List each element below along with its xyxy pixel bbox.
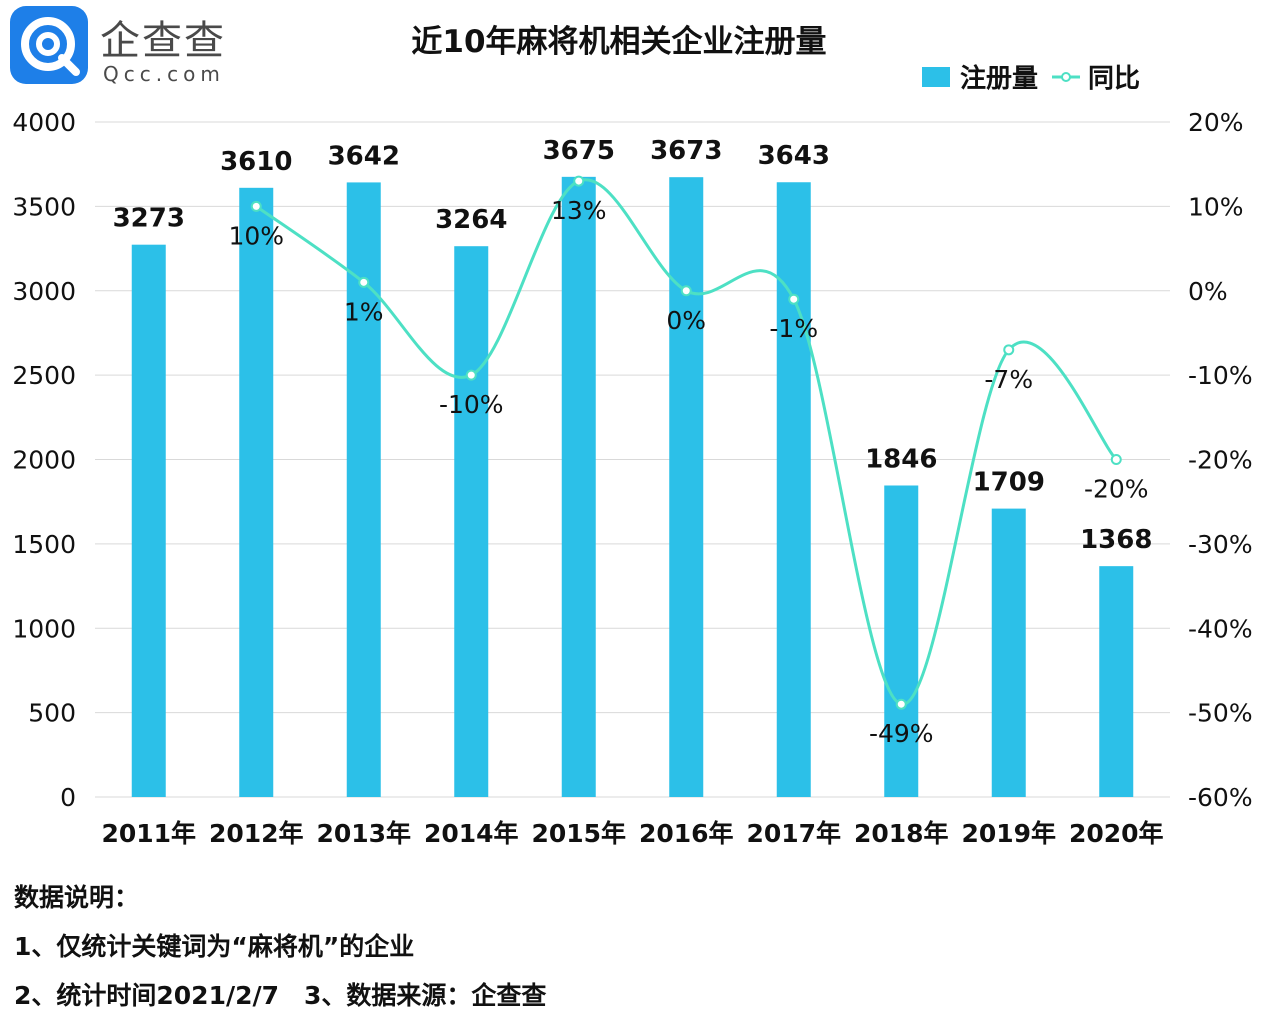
right-tick-label: -30% bbox=[1188, 530, 1253, 559]
yoy-point bbox=[250, 200, 262, 212]
bar-value-label: 1846 bbox=[865, 444, 937, 474]
legend: 注册量 同比 bbox=[922, 63, 1140, 94]
bar bbox=[561, 176, 596, 797]
left-tick-label: 2000 bbox=[12, 446, 76, 475]
right-tick-label: 20% bbox=[1188, 108, 1244, 137]
bar bbox=[239, 187, 274, 797]
notes-line-1: 1、仅统计关键词为“麻将机”的企业 bbox=[14, 932, 415, 961]
bar-value-label: 1368 bbox=[1080, 525, 1152, 555]
left-tick-label: 4000 bbox=[12, 108, 76, 137]
chart: 0 500 1000 1500 2000 2500 3000 3500 4000 -60% -50… bbox=[12, 63, 1253, 848]
bar-value-label: 3273 bbox=[113, 204, 185, 234]
x-tick-label: 2017年 bbox=[746, 819, 841, 848]
x-tick-label: 2012年 bbox=[209, 819, 304, 848]
right-tick-label: -10% bbox=[1188, 361, 1253, 390]
legend-line-marker bbox=[1061, 72, 1071, 82]
x-tick-label: 2018年 bbox=[854, 819, 949, 848]
yoy-value-label: -10% bbox=[439, 390, 504, 419]
left-tick-label: 0 bbox=[60, 783, 76, 812]
x-tick-label: 2020年 bbox=[1069, 819, 1164, 848]
line-series bbox=[250, 175, 1122, 710]
x-axis: 2011年 2012年 2013年 2014年 2015年 2016年 2017年 2018年… bbox=[101, 819, 1163, 848]
x-tick-label: 2014年 bbox=[424, 819, 519, 848]
bar-value-label: 3643 bbox=[758, 141, 830, 171]
right-tick-label: -20% bbox=[1188, 446, 1253, 475]
right-tick-label: 0% bbox=[1188, 277, 1228, 306]
bar-data-labels: 3273 3610 3642 3264 3675 3673 3643 1846 1709 1368 bbox=[113, 136, 1153, 555]
notes-line-2: 2、统计时间2021/2/7 3、数据来源：企查查 bbox=[14, 981, 547, 1010]
bar bbox=[131, 244, 166, 797]
right-tick-label: -40% bbox=[1188, 614, 1253, 643]
yoy-value-label: -1% bbox=[769, 314, 818, 343]
yoy-point bbox=[1003, 344, 1015, 356]
line-data-labels: 10% 1% -10% 13% 0% -1% -49% -7% -20% bbox=[228, 196, 1148, 748]
right-tick-label: 10% bbox=[1188, 192, 1244, 221]
yoy-value-label: -20% bbox=[1084, 475, 1149, 504]
bar-value-label: 1709 bbox=[973, 468, 1045, 498]
x-tick-label: 2011年 bbox=[101, 819, 196, 848]
left-tick-label: 2500 bbox=[12, 361, 76, 390]
x-tick-label: 2019年 bbox=[961, 819, 1056, 848]
yoy-value-label: 10% bbox=[228, 221, 284, 250]
bar-value-label: 3642 bbox=[328, 141, 400, 171]
chart-title: 近10年麻将机相关企业注册量 bbox=[411, 24, 827, 60]
bar-value-label: 3673 bbox=[650, 136, 722, 166]
yoy-point bbox=[573, 175, 585, 187]
logo-name: 企查查 bbox=[100, 18, 226, 64]
left-tick-label: 3000 bbox=[12, 277, 76, 306]
yoy-value-label: -7% bbox=[984, 365, 1033, 394]
bar bbox=[776, 182, 811, 797]
bar-value-label: 3610 bbox=[220, 147, 292, 177]
yoy-value-label: -49% bbox=[869, 719, 934, 748]
right-tick-label: -60% bbox=[1188, 783, 1253, 812]
bar bbox=[1099, 566, 1134, 797]
bar-series bbox=[131, 176, 1134, 798]
left-tick-label: 500 bbox=[28, 699, 76, 728]
notes-heading: 数据说明： bbox=[14, 883, 140, 912]
yoy-value-label: 13% bbox=[551, 196, 607, 225]
yoy-point bbox=[465, 369, 477, 381]
yoy-point bbox=[788, 293, 800, 305]
yoy-point bbox=[680, 285, 692, 297]
legend-bar-swatch bbox=[922, 67, 950, 87]
bar bbox=[454, 246, 489, 797]
x-tick-label: 2015年 bbox=[531, 819, 626, 848]
yoy-point bbox=[358, 276, 370, 288]
left-tick-label: 1000 bbox=[12, 614, 76, 643]
bar bbox=[669, 177, 704, 797]
bar bbox=[884, 485, 919, 797]
qcc-logo: 企查查 Qcc.com bbox=[10, 6, 250, 86]
right-axis: -60% -50% -40% -30% -20% -10% 0% 10% 20% bbox=[1188, 108, 1253, 812]
x-tick-label: 2016年 bbox=[639, 819, 734, 848]
qcc-logo-icon bbox=[10, 6, 88, 84]
logo-domain: Qcc.com bbox=[103, 62, 225, 86]
legend-bar-label: 注册量 bbox=[960, 63, 1038, 94]
yoy-value-label: 1% bbox=[344, 297, 384, 326]
x-tick-label: 2013年 bbox=[316, 819, 411, 848]
yoy-point bbox=[1110, 454, 1122, 465]
left-tick-label: 3500 bbox=[12, 192, 76, 221]
yoy-line bbox=[255, 178, 1118, 706]
left-axis: 0 500 1000 1500 2000 2500 3000 3500 4000 bbox=[12, 108, 76, 812]
legend-line-label: 同比 bbox=[1088, 64, 1140, 94]
bar bbox=[991, 508, 1026, 797]
right-tick-label: -50% bbox=[1188, 699, 1253, 728]
gridlines bbox=[95, 121, 1170, 798]
bar-value-label: 3264 bbox=[435, 205, 507, 235]
yoy-value-label: 0% bbox=[666, 306, 706, 335]
yoy-point bbox=[895, 698, 907, 710]
bar-value-label: 3675 bbox=[543, 136, 615, 166]
left-tick-label: 1500 bbox=[12, 530, 76, 559]
